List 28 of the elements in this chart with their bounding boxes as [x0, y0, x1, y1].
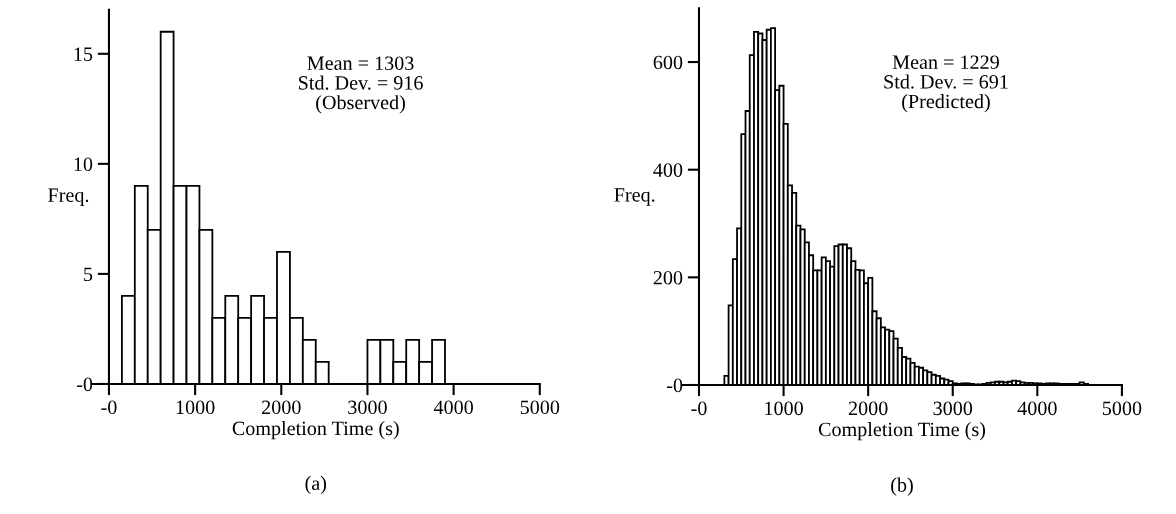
y-tick-label: -0	[667, 378, 683, 393]
annotation: Mean = 1229 Std. Dev. = 691 (Predicted)	[884, 55, 1008, 113]
x-tick-label: 5000	[520, 400, 560, 415]
y-tick-label: 5	[84, 267, 93, 282]
x-axis-title: Completion Time (s)	[232, 420, 399, 440]
x-tick-label: 2000	[848, 401, 888, 416]
x-tick-label: 1000	[765, 401, 803, 416]
x-tick-label: -0	[691, 401, 707, 416]
x-tick-label: -0	[101, 400, 117, 415]
y-tick-label: 400	[653, 163, 683, 177]
x-tick-label: 2000	[262, 400, 301, 415]
y-tick-label: 15	[74, 47, 93, 61]
x-tick-label: 4000	[1017, 401, 1057, 416]
y-axis-title: Freq.	[48, 188, 89, 206]
y-axis-title: Freq.	[614, 188, 655, 206]
y-tick-label: 200	[653, 270, 683, 285]
x-tick-label: 3000	[348, 400, 387, 415]
y-tick-label: 600	[653, 55, 683, 70]
x-axis-title: Completion Time (s)	[818, 422, 986, 441]
text: (a)	[305, 475, 327, 495]
annotation: Mean = 1303 Std. Dev. = 916 (Observed)	[298, 56, 423, 114]
x-tick-label: 5000	[1102, 401, 1142, 416]
y-tick-label: 10	[74, 157, 93, 172]
x-tick-label: 4000	[433, 400, 473, 415]
text: (b)	[891, 477, 913, 496]
x-tick-label: 1000	[176, 400, 215, 415]
y-tick-label: -0	[76, 377, 93, 392]
x-tick-label: 3000	[933, 401, 973, 416]
